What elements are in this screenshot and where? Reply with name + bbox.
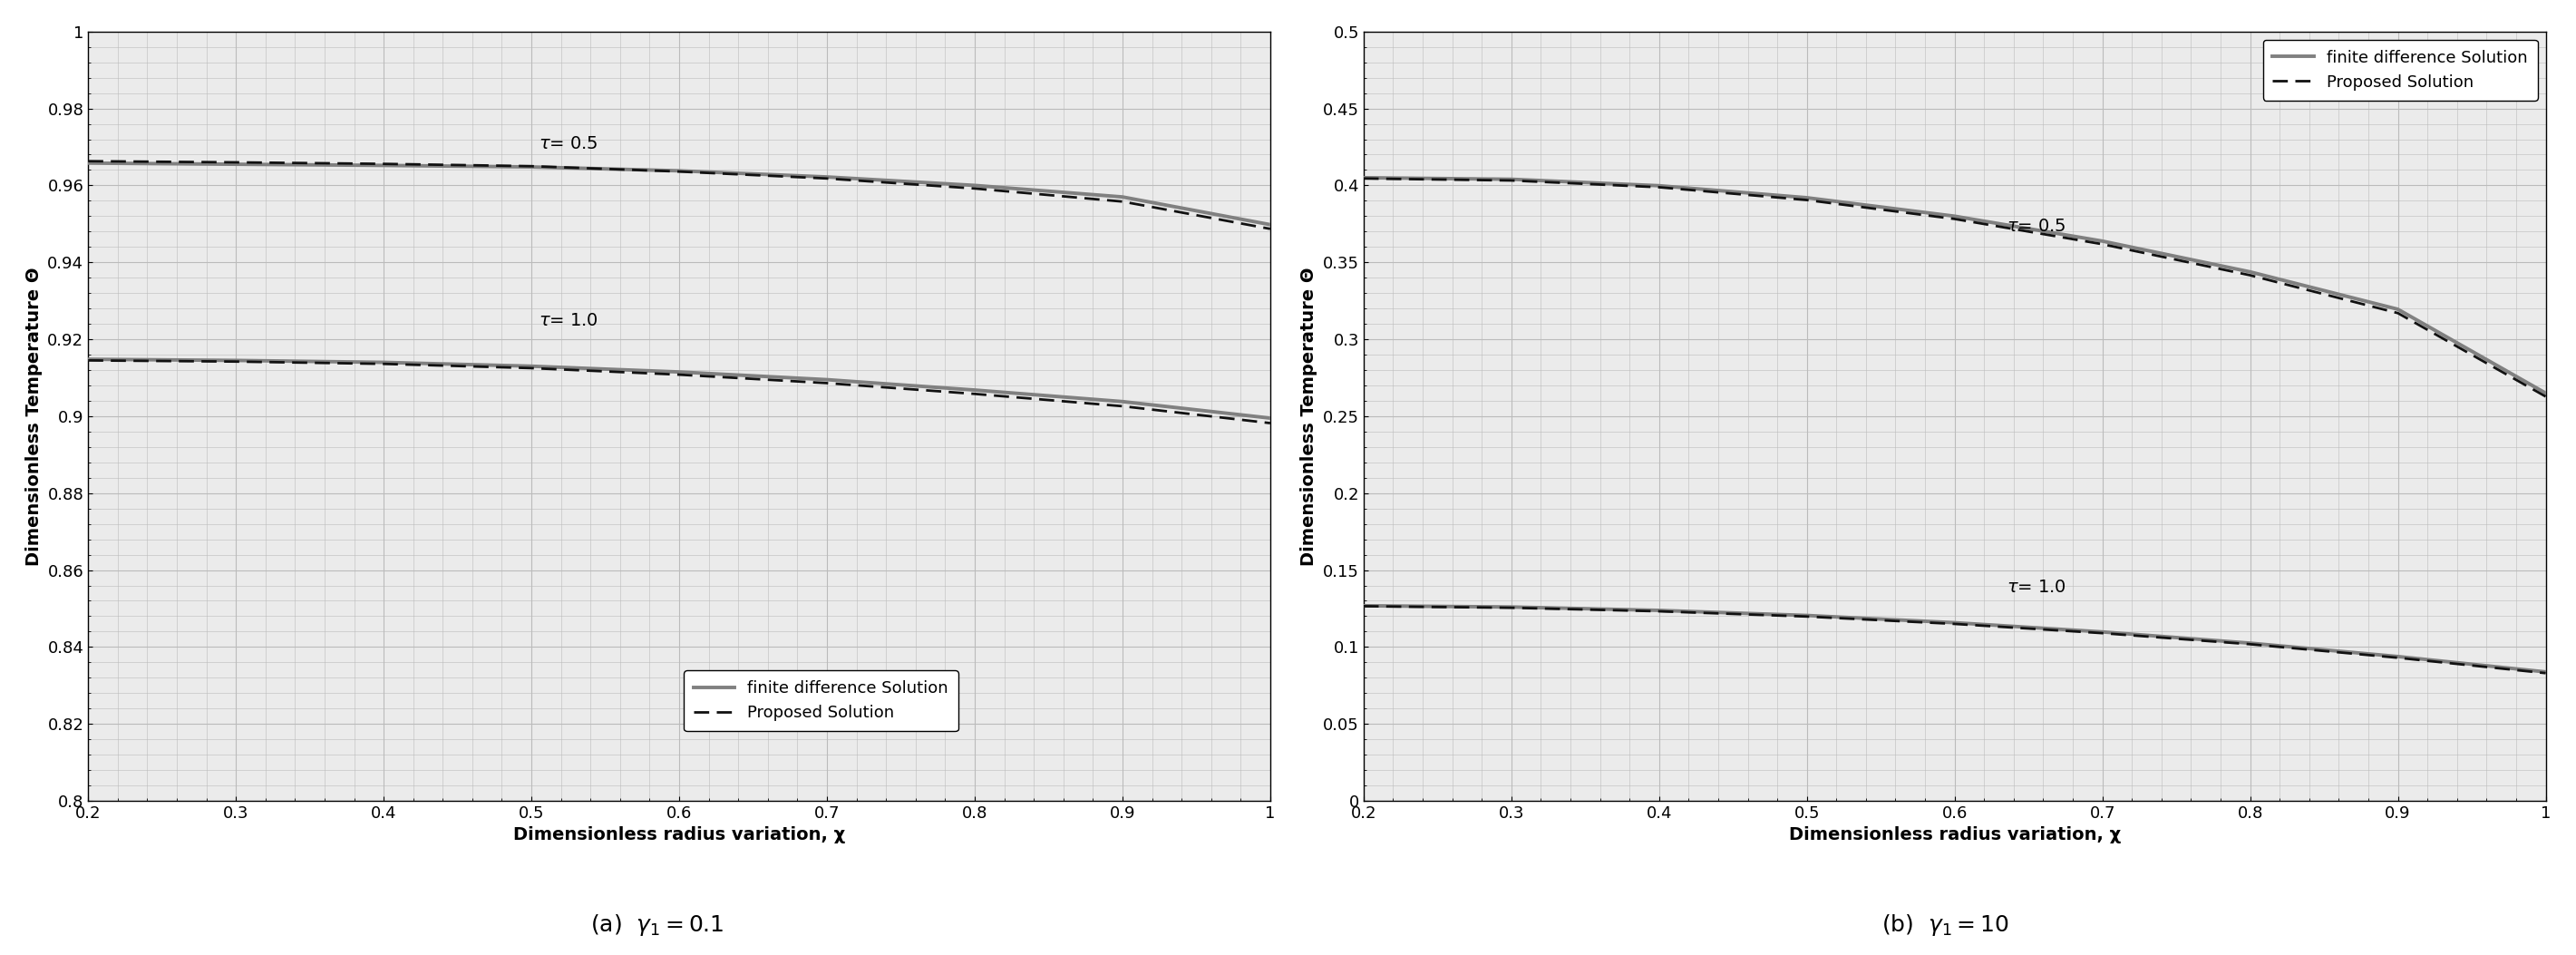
Text: (a)  $\gamma_1 = 0.1$: (a) $\gamma_1 = 0.1$	[590, 912, 724, 938]
Text: $\tau$= 1.0: $\tau$= 1.0	[538, 312, 598, 329]
Y-axis label: Dimensionless Temperature Θ: Dimensionless Temperature Θ	[26, 266, 41, 565]
Legend: finite difference Solution, Proposed Solution: finite difference Solution, Proposed Sol…	[2262, 40, 2537, 100]
Text: (b)  $\gamma_1 = 10$: (b) $\gamma_1 = 10$	[1880, 912, 2009, 938]
Y-axis label: Dimensionless Temperature Θ: Dimensionless Temperature Θ	[1301, 266, 1319, 565]
Text: $\tau$= 0.5: $\tau$= 0.5	[538, 136, 598, 153]
Text: $\tau$= 1.0: $\tau$= 1.0	[2007, 579, 2066, 596]
X-axis label: Dimensionless radius variation, χ: Dimensionless radius variation, χ	[1788, 827, 2120, 844]
X-axis label: Dimensionless radius variation, χ: Dimensionless radius variation, χ	[513, 827, 845, 844]
Text: $\tau$= 0.5: $\tau$= 0.5	[2007, 218, 2066, 235]
Legend: finite difference Solution, Proposed Solution: finite difference Solution, Proposed Sol…	[683, 670, 958, 732]
